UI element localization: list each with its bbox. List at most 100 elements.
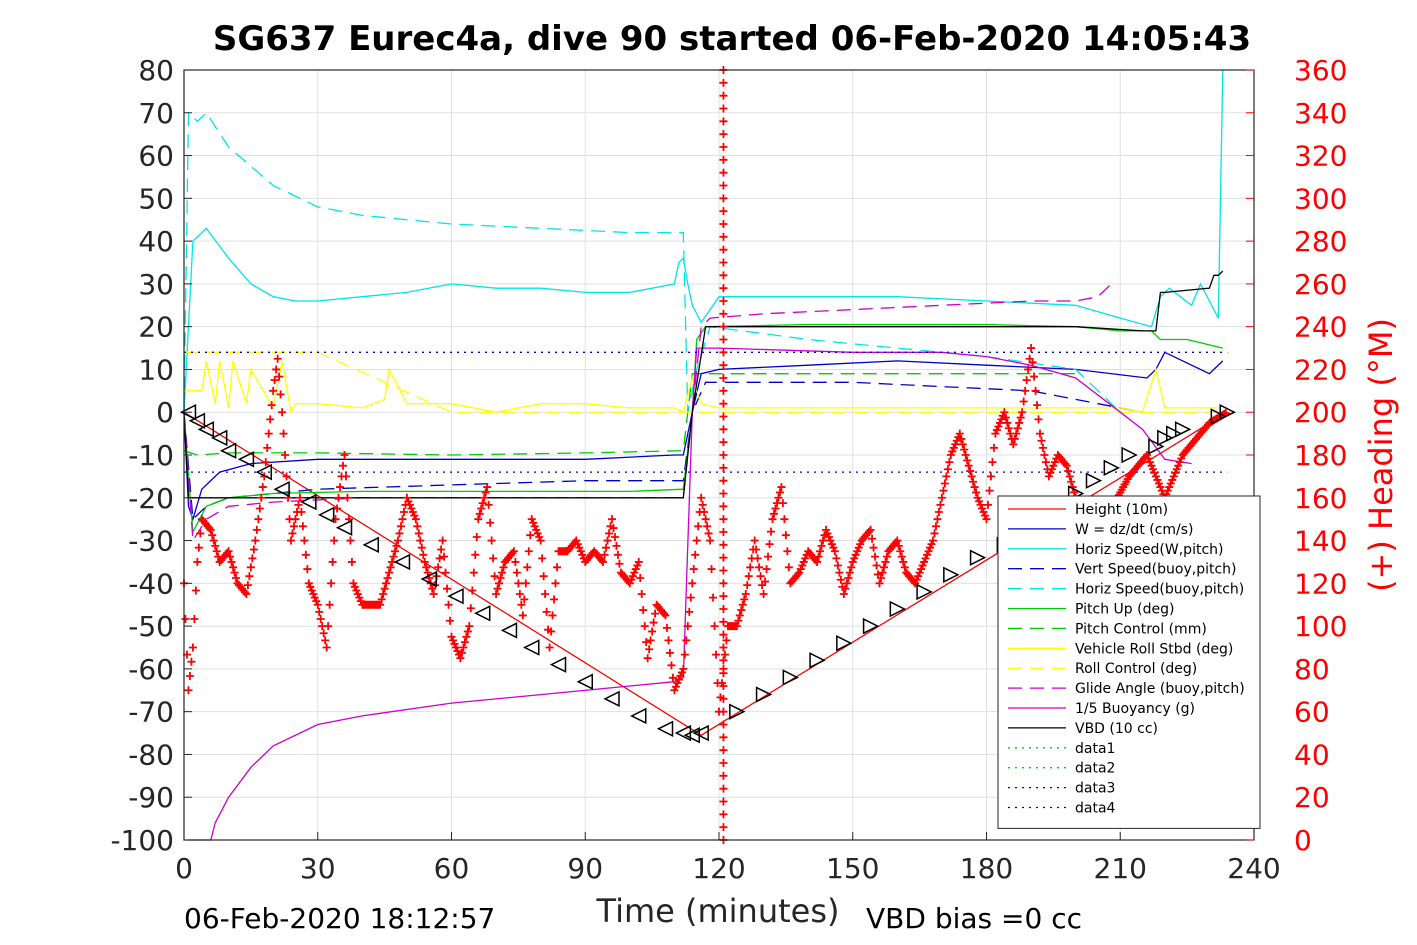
heading-marker <box>347 557 356 566</box>
heading-spike-marker <box>719 386 728 395</box>
heading-marker <box>940 479 949 488</box>
y-tick-label: -10 <box>128 439 174 472</box>
heading-marker <box>538 554 547 563</box>
heading-marker <box>297 508 306 517</box>
heading-marker <box>781 531 790 540</box>
heading-marker <box>969 477 978 486</box>
heading-spike-marker <box>719 605 728 613</box>
heading-spike-marker <box>719 143 728 151</box>
heading-marker <box>289 522 298 531</box>
series-line-9 <box>183 283 1112 543</box>
heading-marker <box>743 581 752 590</box>
heading-marker <box>988 458 997 467</box>
x-axis-ticks: 0 30 60 90 120 150 180 210 240 <box>175 832 1281 885</box>
heading-marker <box>759 590 768 599</box>
y-right-tick-label: 40 <box>1294 738 1330 771</box>
heading-spike-marker <box>719 258 728 267</box>
heading-spike-marker <box>719 771 728 780</box>
heading-marker <box>322 643 331 652</box>
heading-spike-marker <box>719 309 728 318</box>
heading-marker <box>816 547 825 556</box>
y-right-tick-label: 200 <box>1294 396 1347 429</box>
heading-spike-marker <box>719 91 728 100</box>
heading-spike-marker <box>719 78 728 87</box>
heading-marker <box>735 611 744 620</box>
legend-entry: Pitch Control (mm) <box>1075 621 1207 637</box>
heading-marker <box>321 636 330 645</box>
legend-entry: data1 <box>1075 741 1115 757</box>
heading-marker <box>287 536 295 545</box>
y-axis-right-label: (+) Heading (°M) <box>1362 318 1400 592</box>
heading-marker <box>964 461 973 470</box>
heading-marker <box>547 627 556 636</box>
series-line-4 <box>183 111 1121 413</box>
heading-marker <box>707 565 716 574</box>
heading-marker <box>392 541 401 550</box>
heading-marker <box>661 611 670 620</box>
heading-marker <box>294 500 303 509</box>
heading-marker <box>396 522 405 531</box>
depth-triangle-marker <box>1121 446 1138 464</box>
heading-marker <box>269 386 278 395</box>
heading-marker <box>662 623 671 632</box>
heading-marker <box>493 584 502 593</box>
heading-marker <box>339 461 348 470</box>
y-right-tick-label: 0 <box>1294 824 1312 857</box>
heading-marker <box>398 515 407 524</box>
heading-marker <box>270 376 279 385</box>
depth-triangle-marker <box>630 707 647 725</box>
heading-marker <box>740 595 749 604</box>
heading-spike-marker <box>719 284 728 293</box>
y-right-tick-label: 300 <box>1294 182 1347 215</box>
y-tick-label: 50 <box>138 182 174 215</box>
depth-triangle-marker <box>729 703 746 720</box>
heading-marker <box>615 559 624 568</box>
heading-marker <box>836 575 845 584</box>
heading-marker <box>692 536 701 545</box>
heading-spike-marker <box>719 694 728 703</box>
heading-marker <box>298 522 307 531</box>
heading-marker <box>934 508 943 517</box>
heading-marker <box>300 536 309 545</box>
heading-marker <box>665 648 674 657</box>
legend-entry: Pitch Up (deg) <box>1075 602 1174 618</box>
heading-marker <box>688 579 697 588</box>
heading-spike-marker <box>719 784 728 793</box>
heading-marker <box>336 483 345 492</box>
x-tick-label: 150 <box>826 852 879 885</box>
heading-marker <box>242 590 251 599</box>
heading-marker <box>499 563 508 572</box>
depth-triangle-marker <box>197 421 215 438</box>
heading-marker <box>295 493 304 502</box>
heading-spike-marker <box>719 245 728 254</box>
heading-marker <box>1009 440 1018 449</box>
heading-marker <box>775 488 784 497</box>
heading-marker <box>876 573 885 582</box>
heading-marker <box>967 472 976 481</box>
heading-marker <box>958 440 967 449</box>
heading-marker <box>1000 408 1009 417</box>
heading-marker <box>212 547 221 556</box>
y-tick-label: 30 <box>138 268 174 301</box>
heading-marker <box>602 543 611 552</box>
heading-marker <box>768 515 777 524</box>
heading-marker <box>209 536 218 545</box>
depth-triangle-marker <box>300 493 317 511</box>
heading-marker <box>683 622 692 631</box>
heading-marker <box>486 518 495 527</box>
depth-triangle-marker <box>1157 429 1174 447</box>
heading-marker <box>957 434 966 443</box>
heading-marker <box>460 638 469 647</box>
depth-triangle-marker <box>656 720 674 737</box>
heading-marker <box>872 561 881 570</box>
heading-marker <box>1038 443 1047 452</box>
heading-marker <box>698 500 707 509</box>
y-right-tick-label: 280 <box>1294 225 1347 258</box>
heading-marker <box>184 686 193 695</box>
heading-marker <box>664 636 673 645</box>
heading-marker <box>679 664 688 673</box>
heading-marker <box>272 365 281 374</box>
y-right-tick-label: 260 <box>1294 268 1347 301</box>
heading-marker <box>1067 477 1076 486</box>
heading-marker <box>761 577 770 586</box>
